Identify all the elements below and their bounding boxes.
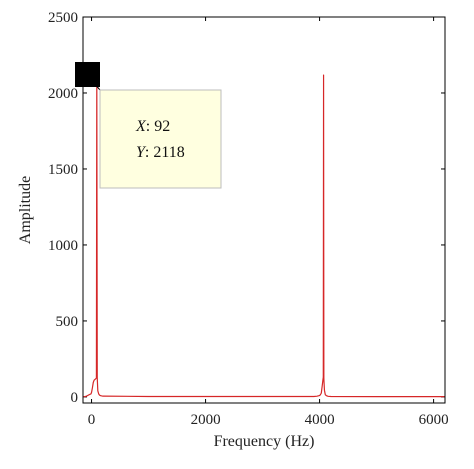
x-tick-label: 2000 bbox=[191, 412, 221, 428]
x-axis-title: Frequency (Hz) bbox=[214, 433, 315, 450]
x-tick-label: 4000 bbox=[305, 412, 335, 428]
x-tick-label: 0 bbox=[88, 412, 96, 428]
datatip-box[interactable] bbox=[99, 89, 222, 189]
y-tick-label: 1500 bbox=[48, 162, 78, 178]
y-tick-label: 2500 bbox=[48, 10, 78, 26]
spectrum-line bbox=[82, 74, 445, 398]
datatip-marker[interactable] bbox=[75, 62, 100, 87]
plot-area bbox=[83, 17, 445, 403]
y-tick-label: 500 bbox=[56, 314, 79, 330]
y-tick-label: 1000 bbox=[48, 238, 78, 254]
x-tick-label: 6000 bbox=[419, 412, 449, 428]
datatip-x: X: 92 bbox=[135, 118, 170, 135]
y-tick-label: 0 bbox=[71, 390, 79, 406]
plot-frame bbox=[82, 16, 446, 404]
datatip-y: Y: 2118 bbox=[136, 144, 185, 161]
y-tick-label: 2000 bbox=[48, 86, 78, 102]
y-axis-title: Amplitude bbox=[17, 176, 34, 244]
